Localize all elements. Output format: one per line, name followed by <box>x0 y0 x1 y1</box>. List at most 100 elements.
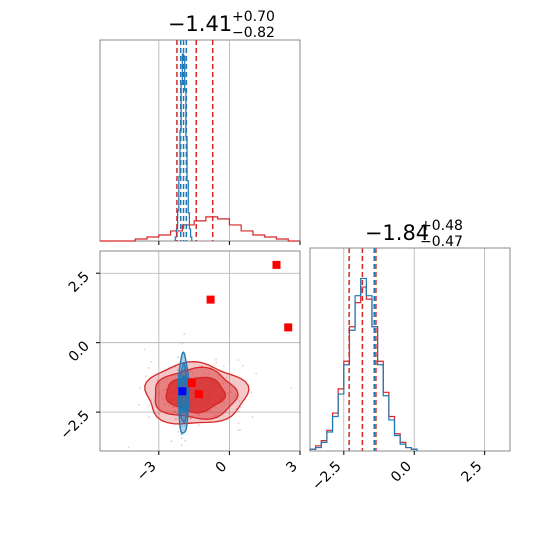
panel-marginal-param2-frame <box>309 247 511 452</box>
scatter-point <box>225 376 228 379</box>
scatter-point <box>148 404 150 407</box>
scatter-point <box>238 400 241 402</box>
marker-2 <box>284 323 293 332</box>
scatter-point <box>191 371 194 374</box>
x-tick-label: −2.5 <box>309 459 344 494</box>
x-tick-label: 0 <box>213 459 231 477</box>
scatter-point <box>217 374 220 377</box>
scatter-point <box>182 417 185 420</box>
scatter-point <box>165 388 168 391</box>
marker-5 <box>178 387 187 396</box>
marker-3 <box>187 378 196 387</box>
panel-marginal-param2-title: −1.84 <box>365 221 429 245</box>
scatter-point <box>177 430 180 433</box>
panel-marginal-param2: −2.5 0.0 2.5 −1.84 +0.48 −0.47 <box>309 218 511 494</box>
panel-joint-x-ticks: −3 0 3 <box>134 451 301 484</box>
scatter-point <box>170 440 173 443</box>
scatter-point <box>197 424 200 427</box>
scatter-point <box>175 406 178 409</box>
scatter-point <box>176 374 179 377</box>
scatter-point <box>251 416 254 418</box>
y-tick-label: −2.5 <box>57 408 92 443</box>
scatter-point <box>138 403 140 406</box>
scatter-point <box>237 359 240 362</box>
scatter-point <box>222 401 225 404</box>
scatter-point <box>173 410 176 413</box>
scatter-point <box>183 418 185 421</box>
scatter-point <box>215 358 217 361</box>
x-tick-label: 2.5 <box>458 459 485 486</box>
scatter-point <box>162 388 165 391</box>
panel-marginal-param1-quantile-lines <box>176 40 214 241</box>
histogram-series-1 <box>309 277 418 451</box>
scatter-point <box>180 433 183 436</box>
panel-marginal-param2-grid <box>343 248 486 451</box>
scatter-point <box>174 417 177 420</box>
scatter-point <box>222 382 225 385</box>
scatter-point <box>242 365 244 367</box>
scatter-point <box>176 368 179 371</box>
scatter-point <box>181 433 184 436</box>
scatter-point <box>222 365 225 367</box>
scatter-point <box>227 392 229 395</box>
panel-marginal-param2-title-upper: +0.48 <box>420 218 463 234</box>
panel-joint-y-ticks: −2.5 0.0 2.5 <box>57 269 100 443</box>
scatter-point <box>208 373 210 376</box>
scatter-point <box>236 398 239 400</box>
x-tick-label: −3 <box>134 459 160 485</box>
scatter-point <box>189 417 192 420</box>
scatter-point <box>164 403 166 406</box>
scatter-point <box>138 387 141 390</box>
scatter-point <box>237 422 240 425</box>
scatter-point <box>184 424 186 427</box>
panel-marginal-param1: −1.41 +0.70 −0.82 <box>99 9 301 245</box>
scatter-point <box>237 429 240 432</box>
panel-marginal-param1-title-lower: −0.82 <box>232 25 275 41</box>
panel-marginal-param1-frame <box>99 39 301 242</box>
scatter-point <box>172 406 174 408</box>
x-tick-label: 3 <box>283 459 301 477</box>
panel-joint-blue-contours <box>177 351 190 434</box>
scatter-point <box>239 428 241 431</box>
histogram-series-0 <box>100 216 300 242</box>
scatter-point <box>215 361 218 364</box>
scatter-point <box>175 418 178 421</box>
panel-marginal-param2-title-lower: −0.47 <box>420 234 463 250</box>
scatter-point <box>162 398 164 400</box>
panel-joint: −3 0 3 −2.5 0.0 2.5 <box>57 250 301 484</box>
histogram-series-0 <box>309 286 418 451</box>
histogram-series-1 <box>174 53 193 241</box>
scatter-point <box>147 367 150 369</box>
panel-marginal-param1-histograms <box>100 53 300 242</box>
scatter-point <box>168 404 170 407</box>
panel-marginal-param1-grid <box>158 40 301 245</box>
scatter-point <box>290 387 293 390</box>
scatter-point <box>181 425 184 428</box>
scatter-point <box>147 416 150 418</box>
scatter-point <box>239 406 242 409</box>
y-tick-label: 2.5 <box>66 269 93 296</box>
scatter-point <box>198 414 201 417</box>
scatter-point <box>143 348 146 351</box>
scatter-point <box>127 446 130 449</box>
scatter-point <box>165 388 168 391</box>
panel-marginal-param2-x-ticks: −2.5 0.0 2.5 <box>309 451 485 494</box>
scatter-point <box>255 372 258 375</box>
scatter-point <box>215 414 217 417</box>
scatter-point <box>234 394 237 397</box>
panel-marginal-param1-title: −1.41 <box>168 12 232 36</box>
scatter-point <box>237 395 240 398</box>
marker-4 <box>194 390 203 399</box>
scatter-point <box>229 391 232 393</box>
scatter-point <box>238 410 240 413</box>
scatter-point <box>180 444 183 447</box>
scatter-point <box>189 417 192 420</box>
panel-marginal-param2-histograms <box>309 277 418 451</box>
scatter-point <box>174 410 177 413</box>
scatter-point <box>156 379 159 382</box>
panel-marginal-param2-quantile-lines <box>348 248 377 451</box>
panel-marginal-param1-title-upper: +0.70 <box>232 9 275 25</box>
panel-joint-markers <box>178 260 293 399</box>
scatter-point <box>173 405 176 408</box>
